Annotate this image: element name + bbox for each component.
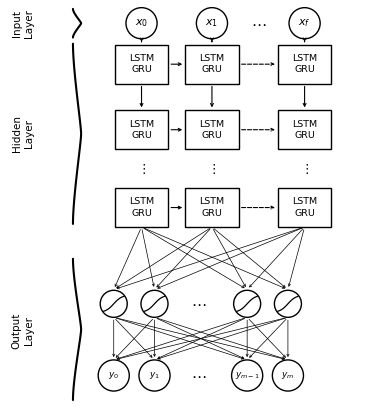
Text: LSTM
GRU: LSTM GRU — [129, 54, 154, 74]
Ellipse shape — [100, 290, 127, 317]
Ellipse shape — [126, 8, 157, 39]
Text: Input
Layer: Input Layer — [12, 9, 34, 38]
Text: $x_{1}$: $x_{1}$ — [205, 17, 218, 29]
Ellipse shape — [272, 360, 304, 391]
Text: Hidden
Layer: Hidden Layer — [12, 115, 34, 152]
Text: $\cdots$: $\cdots$ — [191, 296, 207, 311]
Text: Output
Layer: Output Layer — [12, 312, 34, 349]
Ellipse shape — [98, 360, 129, 391]
Text: $y_0$: $y_0$ — [108, 370, 119, 381]
Text: $x_{0}$: $x_{0}$ — [135, 17, 148, 29]
Text: LSTM
GRU: LSTM GRU — [199, 54, 225, 74]
Text: $y_{m-1}$: $y_{m-1}$ — [235, 370, 260, 381]
Ellipse shape — [139, 360, 170, 391]
FancyBboxPatch shape — [115, 188, 169, 227]
Ellipse shape — [141, 290, 168, 317]
Text: LSTM
GRU: LSTM GRU — [129, 120, 154, 140]
Text: $\cdots$: $\cdots$ — [251, 16, 266, 31]
FancyBboxPatch shape — [278, 45, 331, 84]
Text: $y_1$: $y_1$ — [149, 370, 160, 381]
FancyBboxPatch shape — [185, 188, 239, 227]
Ellipse shape — [234, 290, 261, 317]
Text: LSTM
GRU: LSTM GRU — [292, 198, 317, 217]
FancyBboxPatch shape — [278, 188, 331, 227]
Text: $\cdots$: $\cdots$ — [191, 368, 207, 383]
Text: $\vdots$: $\vdots$ — [300, 162, 309, 175]
Text: $\vdots$: $\vdots$ — [137, 162, 146, 175]
Text: LSTM
GRU: LSTM GRU — [292, 120, 317, 140]
FancyBboxPatch shape — [185, 45, 239, 84]
Text: LSTM
GRU: LSTM GRU — [199, 120, 225, 140]
Ellipse shape — [289, 8, 320, 39]
FancyBboxPatch shape — [278, 110, 331, 149]
FancyBboxPatch shape — [185, 110, 239, 149]
Ellipse shape — [232, 360, 263, 391]
FancyBboxPatch shape — [115, 45, 169, 84]
Ellipse shape — [196, 8, 228, 39]
Text: LSTM
GRU: LSTM GRU — [292, 54, 317, 74]
Text: LSTM
GRU: LSTM GRU — [129, 198, 154, 217]
Ellipse shape — [275, 290, 301, 317]
Text: $y_m$: $y_m$ — [281, 370, 295, 381]
Text: LSTM
GRU: LSTM GRU — [199, 198, 225, 217]
Text: $x_{f}$: $x_{f}$ — [298, 17, 311, 29]
Text: $\vdots$: $\vdots$ — [208, 162, 217, 175]
FancyBboxPatch shape — [115, 110, 169, 149]
